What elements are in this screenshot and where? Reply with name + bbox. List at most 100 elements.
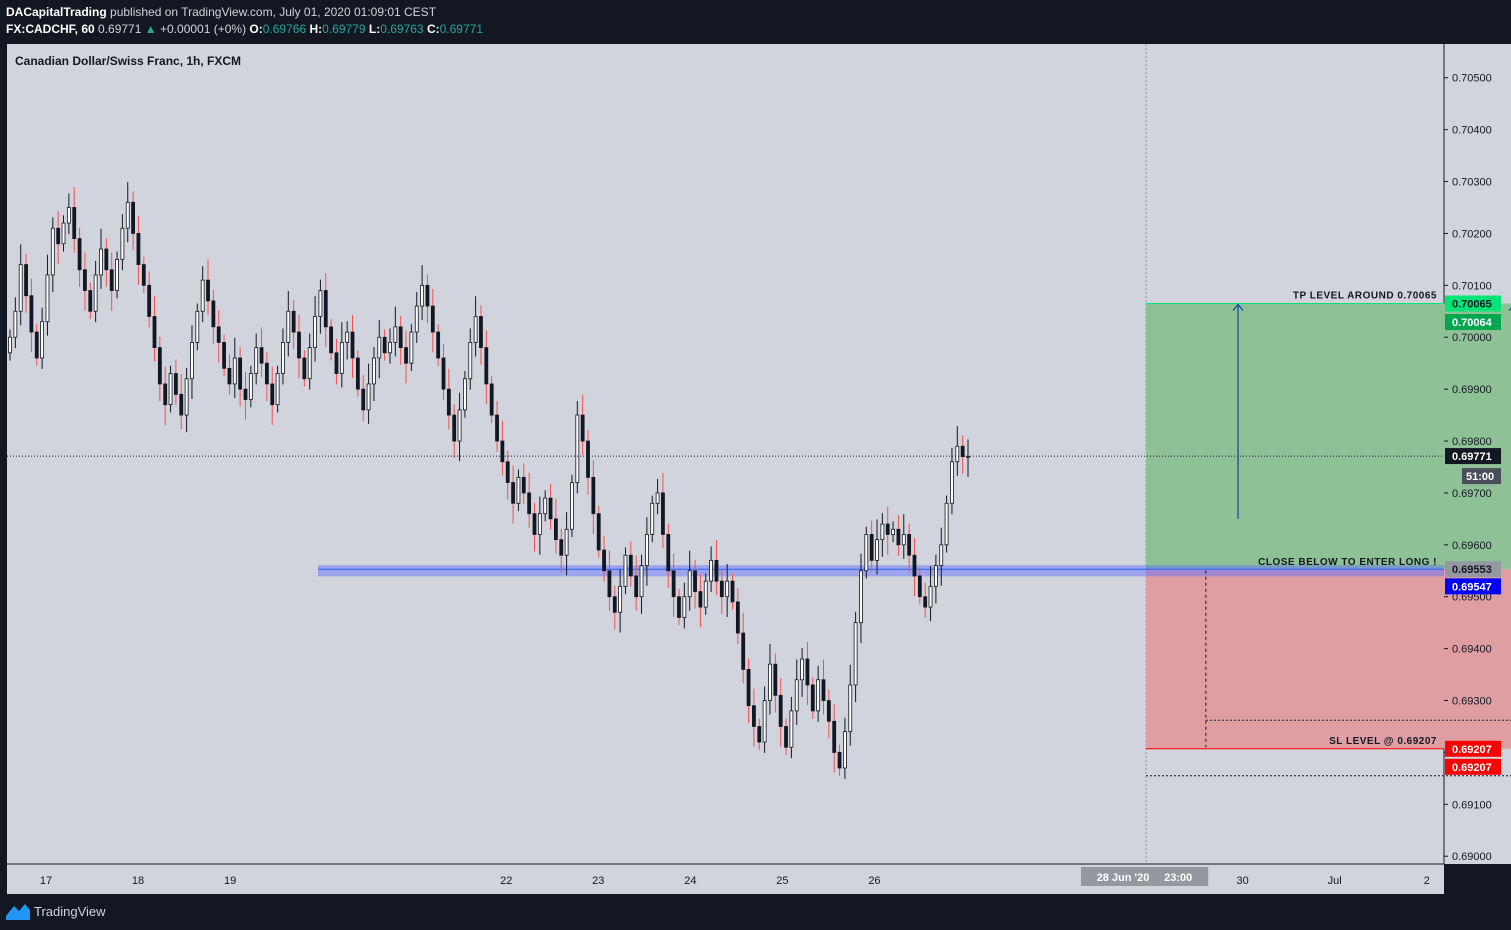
high-label: H: [309, 22, 323, 36]
candle-body [885, 523, 890, 535]
y-tick-label: 0.69700 [1452, 488, 1492, 500]
candle-body [29, 295, 34, 333]
tradingview-logo-icon[interactable] [6, 902, 30, 920]
candle-body [832, 720, 837, 753]
candle-body [837, 752, 842, 769]
candle-body [61, 222, 66, 245]
price-tag-label: 0.69547 [1452, 581, 1492, 593]
candle-body [131, 201, 135, 234]
candle-body [537, 513, 542, 535]
candle-body [136, 233, 141, 265]
candle-body [120, 227, 125, 260]
candle-body [125, 201, 130, 229]
y-tick-label: 0.69500 [1452, 592, 1492, 604]
candle-body [398, 326, 403, 349]
candle-body [944, 502, 949, 546]
candlestick-chart[interactable]: Canadian Dollar/Swiss Franc, 1h, FXCM TP… [0, 0, 1511, 894]
stop-zone [1145, 569, 1511, 749]
y-tick-label: 0.69100 [1452, 799, 1492, 811]
candle-body [500, 440, 505, 463]
candle-body [157, 347, 162, 385]
candle-body [420, 284, 425, 307]
candle-body [323, 290, 328, 328]
candle-body [382, 336, 387, 354]
x-tick-label: 24 [684, 875, 696, 887]
x-tick-label: 25 [776, 875, 788, 887]
candle-body [350, 331, 355, 359]
candle-body [575, 414, 580, 483]
low-value: 0.69763 [380, 22, 424, 36]
candle-body [452, 414, 457, 442]
candle-body [527, 492, 532, 515]
time-axis[interactable] [7, 864, 1444, 894]
candle-body [687, 570, 692, 598]
candle-body [366, 383, 371, 411]
candle-body [623, 554, 628, 587]
range-date-label: 28 Jun '20 [1097, 872, 1150, 884]
candle-body [639, 565, 644, 598]
candle-body [216, 326, 221, 343]
y-tick-label: 0.69000 [1452, 851, 1492, 863]
candle-body [179, 393, 184, 416]
candle-body [254, 347, 259, 374]
candle-body [757, 726, 762, 743]
candle-body [693, 570, 697, 592]
candle-body [393, 326, 398, 343]
candle-body [650, 502, 655, 535]
candle-body [591, 476, 596, 515]
candle-body [24, 264, 28, 297]
candle-body [559, 539, 564, 556]
price-tag [1445, 448, 1501, 465]
candle-body [286, 310, 291, 343]
candle-body [725, 580, 730, 598]
author-name[interactable]: DACapitalTrading [6, 5, 107, 19]
candle-body [907, 534, 912, 556]
candle-body [655, 492, 660, 504]
candle-body [436, 331, 441, 359]
candle-body [618, 585, 623, 613]
candle-body [532, 513, 537, 535]
candle-body [190, 342, 194, 380]
candle-body [281, 342, 285, 374]
candle-body [195, 310, 200, 343]
candle-body [901, 534, 906, 546]
candle-body [174, 373, 178, 395]
candle-body [109, 269, 114, 291]
close-value: 0.69771 [439, 22, 484, 36]
candle-body [826, 700, 831, 722]
candle-body [334, 352, 339, 374]
candle-body [56, 227, 61, 245]
candle-body [848, 684, 853, 733]
y-tick-label: 0.70000 [1452, 332, 1492, 344]
candle-body [644, 534, 649, 566]
last-price: 0.69771 [98, 22, 142, 36]
candle-body [859, 570, 863, 624]
y-tick-label: 0.69300 [1452, 696, 1492, 708]
candle-body [671, 570, 676, 598]
candle-body [875, 539, 879, 561]
price-tag-label: 0.70064 [1452, 317, 1493, 329]
arrow-head-icon [1232, 303, 1244, 311]
candle-body [912, 554, 917, 577]
price-change: +0.00001 (+0%) [160, 22, 247, 36]
x-tick-label: 26 [868, 875, 880, 887]
candle-body [762, 700, 767, 743]
candle-body [88, 290, 93, 312]
candle-body [511, 482, 515, 504]
candle-body [933, 565, 938, 587]
candle-body [115, 258, 119, 291]
candle-body [13, 310, 18, 338]
candle-body [302, 357, 307, 380]
candle-body [141, 264, 146, 286]
price-tag [1445, 295, 1501, 312]
candle-body [425, 284, 430, 307]
footer-bar: TradingView [0, 894, 1511, 930]
candle-body [580, 414, 585, 442]
candle-body [773, 663, 778, 696]
tradingview-brand[interactable]: TradingView [34, 904, 106, 919]
symbol-label[interactable]: FX:CADCHF, 60 [6, 22, 95, 36]
candle-body [99, 248, 103, 276]
candle-body [543, 497, 548, 515]
candle-body [238, 357, 243, 390]
candle-body [607, 570, 612, 598]
